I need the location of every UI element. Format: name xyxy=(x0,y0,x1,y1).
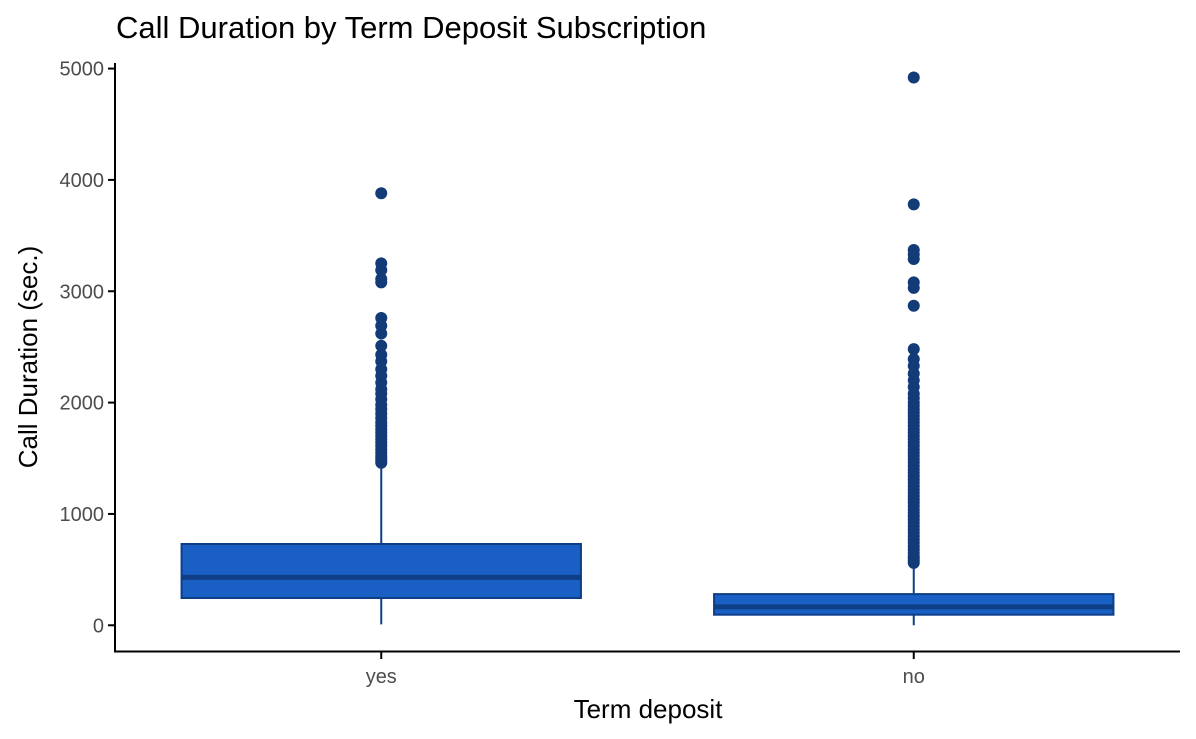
y-tick-label: 0 xyxy=(93,615,104,637)
x-axis-ticks: yes no xyxy=(366,652,925,688)
plot-area xyxy=(180,71,1115,626)
iqr-box xyxy=(180,542,582,599)
x-tick-label: yes xyxy=(366,666,397,688)
chart-title: Call Duration by Term Deposit Subscripti… xyxy=(116,10,706,45)
y-tick-label: 5000 xyxy=(60,59,105,81)
outlier-point xyxy=(375,339,388,352)
outlier-point xyxy=(375,273,388,286)
box-group-no xyxy=(713,71,1115,626)
y-tick-label: 2000 xyxy=(60,393,105,415)
outlier-point xyxy=(375,257,388,270)
outlier-point xyxy=(907,244,920,257)
outlier-point xyxy=(375,187,388,200)
y-tick-label: 4000 xyxy=(60,170,105,192)
y-tick-label: 3000 xyxy=(60,281,105,303)
box-group-yes xyxy=(180,187,582,625)
outlier-point xyxy=(907,71,920,84)
outlier-point xyxy=(375,348,388,361)
iqr-box xyxy=(713,593,1115,616)
y-axis-ticks: 0 1000 2000 3000 4000 5000 xyxy=(60,59,115,637)
y-tick-label: 1000 xyxy=(60,504,105,526)
outlier-point xyxy=(907,198,920,211)
outlier-point xyxy=(907,353,920,366)
outlier-point xyxy=(907,343,920,356)
outlier-point xyxy=(907,299,920,312)
x-tick-label: no xyxy=(903,666,925,688)
outlier-point xyxy=(907,276,920,289)
outlier-point xyxy=(375,311,388,324)
x-axis-title: Term deposit xyxy=(574,694,724,724)
y-axis-title: Call Duration (sec.) xyxy=(13,246,43,469)
